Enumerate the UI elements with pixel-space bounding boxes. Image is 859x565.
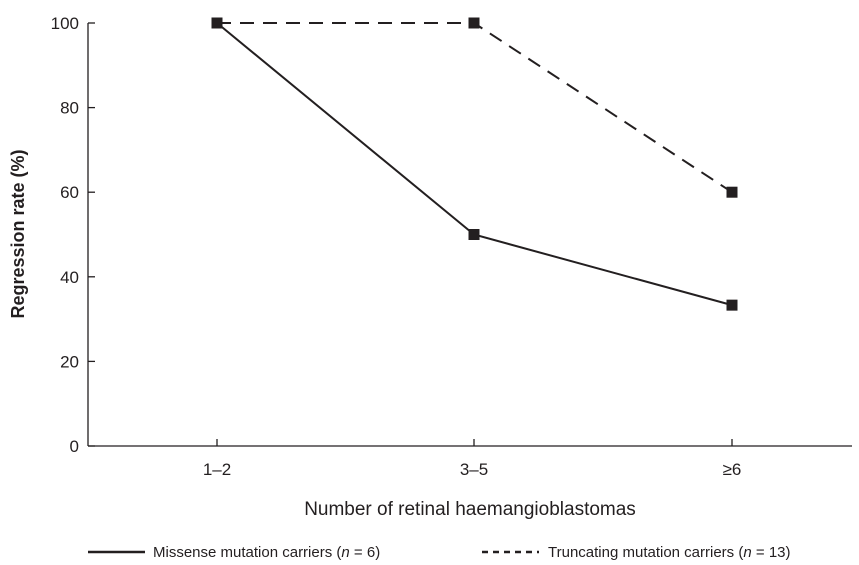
legend: Missense mutation carriers (n = 6) Trunc… — [88, 544, 791, 561]
y-tick-label: 20 — [60, 352, 79, 371]
series-layer — [211, 17, 738, 311]
data-point — [726, 299, 738, 311]
y-tick-label: 80 — [60, 99, 79, 118]
x-tick-label: ≥6 — [723, 460, 742, 479]
y-tick-label: 100 — [51, 14, 79, 33]
legend-label-truncating: Truncating mutation carriers — [548, 544, 734, 561]
data-point — [726, 186, 738, 198]
series-line-missense — [216, 22, 733, 307]
legend-item-missense: Missense mutation carriers (n = 6) — [88, 544, 380, 561]
legend-n-missense: 6 — [367, 544, 375, 561]
x-axis-ticks: 1–2 3–5 ≥6 — [203, 439, 742, 479]
data-point — [211, 17, 223, 29]
x-axis-label: Number of retinal haemangioblastomas — [304, 499, 636, 520]
y-axis-ticks: 0 20 40 60 80 100 — [51, 14, 95, 456]
y-axis-label: Regression rate (%) — [8, 149, 28, 318]
svg-text:Missense mutation carriers (n: Missense mutation carriers (n = 6) — [153, 544, 380, 561]
legend-label-missense: Missense mutation carriers — [153, 544, 332, 561]
legend-item-truncating: Truncating mutation carriers (n = 13) — [482, 544, 791, 561]
y-tick-label: 40 — [60, 268, 79, 287]
y-tick-label: 60 — [60, 183, 79, 202]
x-tick-label: 3–5 — [460, 460, 488, 479]
data-point — [468, 229, 480, 240]
data-point — [468, 17, 480, 29]
legend-n-truncating: 13 — [769, 544, 786, 561]
x-tick-label: 1–2 — [203, 460, 231, 479]
series-line-truncating — [217, 22, 733, 194]
y-tick-label: 0 — [70, 437, 79, 456]
svg-text:Truncating mutation carriers (: Truncating mutation carriers (n = 13) — [548, 544, 791, 561]
